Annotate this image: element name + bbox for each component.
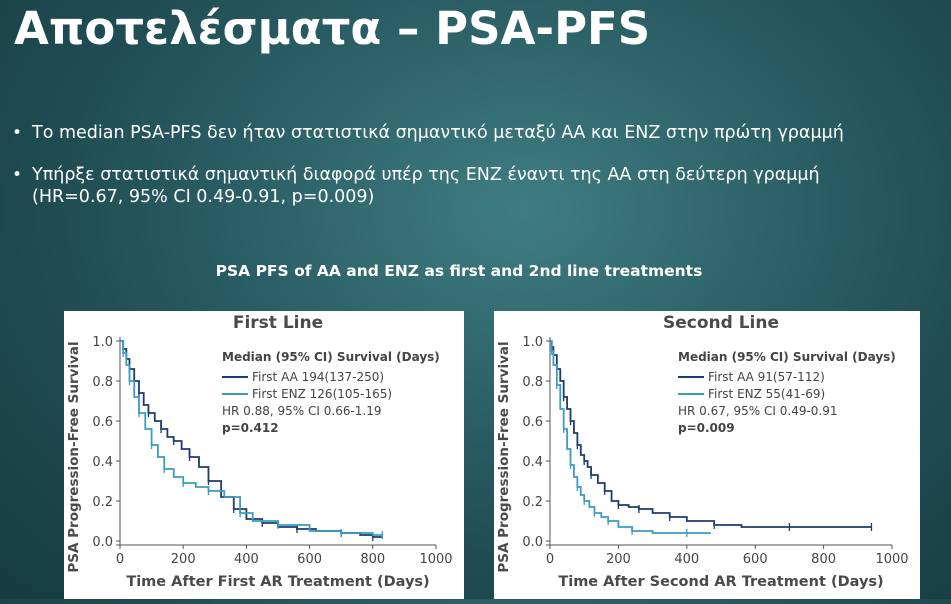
bullet-item: • Υπήρξε στατιστικά σημαντική διαφορά υπ… [12,164,947,208]
chart-title: First Line [233,313,323,333]
x-axis-label: Time After First AR Treatment (Days) [126,574,429,590]
bullet-text: Το median PSA-PFS δεν ήταν στατιστικά ση… [32,123,844,143]
y-tick-label: 0.8 [92,375,113,390]
legend-entry: First AA 91(57-112) [708,370,825,384]
km-chart-second-line: Second Line 0.0 0.2 0.4 0.6 0.8 1.0 0 200 400 600 8… [494,311,920,599]
y-axis-label: PSA Progression-Free Survival [496,341,512,572]
x-tick-label: 1000 [419,552,452,567]
y-tick-label: 1.0 [522,335,543,350]
km-curve-series-2 [550,340,711,534]
slide-title: Αποτελέσματα – PSA-PFS [14,2,651,55]
x-tick-label: 800 [811,552,836,567]
x-tick-label: 400 [674,552,699,567]
y-tick-label: 0.6 [522,415,543,430]
x-tick-label: 600 [297,552,322,567]
km-chart-svg: First Line 0.0 0.2 0.4 0.6 0.8 1.0 0 200 400 600 80… [66,313,453,590]
km-curve-series-2 [120,340,383,536]
p-value-annotation: p=0.412 [222,421,279,435]
y-axis-label: PSA Progression-Free Survival [66,341,82,572]
y-tick-label: 0.2 [522,495,543,510]
bullet-text: Υπήρξε στατιστικά σημαντική διαφορά υπέρ… [32,165,820,185]
legend-title: Median (95% CI) Survival (Days) [678,350,896,364]
bullet-marker: • [12,165,23,185]
km-chart-svg: Second Line 0.0 0.2 0.4 0.6 0.8 1.0 0 200 400 600 8… [496,313,909,590]
x-tick-label: 800 [360,552,385,567]
bullet-text-continued: (HR=0.67, 95% CI 0.49-0.91, p=0.009) [32,187,375,207]
legend-entry: First AA 194(137-250) [252,370,384,384]
y-tick-label: 0.4 [522,455,543,470]
y-tick-label: 0.2 [92,495,113,510]
km-chart-first-line: First Line 0.0 0.2 0.4 0.6 0.8 1.0 0 200 400 600 80… [64,311,464,599]
x-tick-label: 0 [546,552,554,567]
legend-entry: First ENZ 126(105-165) [252,387,392,401]
x-tick-label: 400 [234,552,259,567]
bullet-item: • Το median PSA-PFS δεν ήταν στατιστικά … [12,122,947,144]
bullet-marker: • [12,123,23,143]
x-axis-label: Time After Second AR Treatment (Days) [558,574,883,590]
hr-annotation: HR 0.67, 95% CI 0.49-0.91 [678,404,838,418]
x-tick-label: 200 [606,552,631,567]
x-tick-label: 200 [171,552,196,567]
y-tick-label: 1.0 [92,335,113,350]
y-tick-label: 0.0 [522,535,543,550]
y-tick-label: 0.6 [92,415,113,430]
figure-title: PSA PFS of AA and ENZ as first and 2nd l… [215,262,703,280]
x-tick-label: 1000 [875,552,908,567]
legend-title: Median (95% CI) Survival (Days) [222,350,440,364]
p-value-annotation: p=0.009 [678,421,735,435]
y-tick-label: 0.8 [522,375,543,390]
legend-entry: First ENZ 55(41-69) [708,387,825,401]
y-tick-label: 0.4 [92,455,113,470]
y-tick-label: 0.0 [92,535,113,550]
x-tick-label: 0 [116,552,124,567]
x-tick-label: 600 [743,552,768,567]
hr-annotation: HR 0.88, 95% CI 0.66-1.19 [222,404,382,418]
bullet-list: • Το median PSA-PFS δεν ήταν στατιστικά … [12,122,947,228]
chart-title: Second Line [663,313,779,333]
